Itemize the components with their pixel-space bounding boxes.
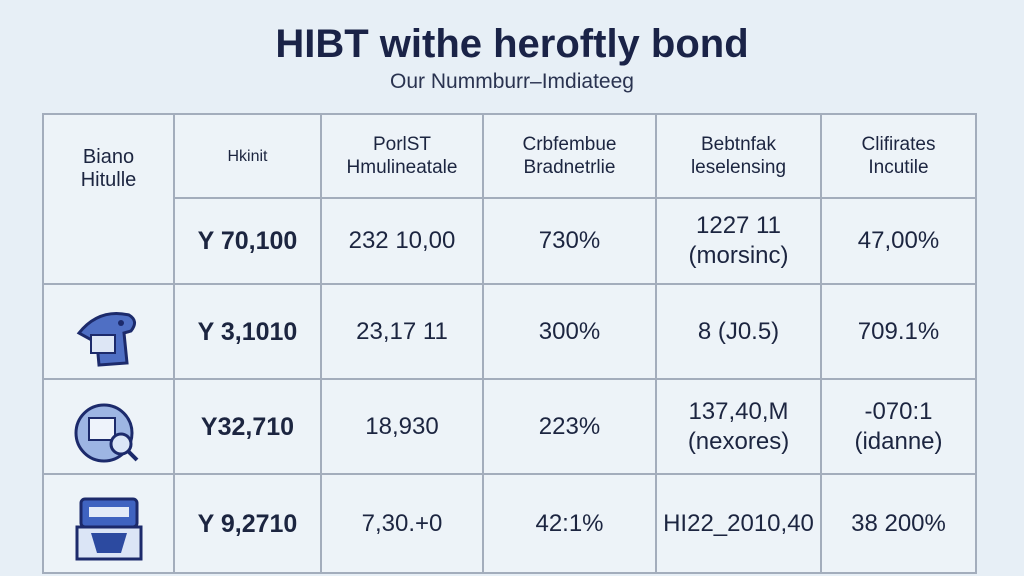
subtitle: Our Nummburr–Imdiateeg — [390, 70, 634, 93]
cell: Y 3,1010 — [173, 283, 322, 380]
icon-cell — [42, 283, 175, 380]
cell: Y 70,100 — [173, 197, 322, 285]
icon-printer — [75, 497, 142, 561]
cell: Y32,710 — [173, 378, 322, 475]
cell: Y 9,2710 — [173, 473, 322, 574]
column-header: Clifirates Incutile — [820, 113, 977, 199]
icon-magnifier — [74, 403, 138, 463]
cell: 1227 11 (morsinc) — [655, 197, 822, 285]
cell: 42:1% — [482, 473, 657, 574]
icon-bird — [76, 312, 136, 367]
column-header: Bebtnfak leselensing — [655, 113, 822, 199]
cell: 232 10,00 — [320, 197, 484, 285]
icon-cell — [42, 378, 175, 475]
icon-cell — [42, 473, 175, 574]
cell: 38 200% — [820, 473, 977, 574]
column-header: Crbfembue Bradnetrlie — [482, 113, 657, 199]
column-header: PorlST Hmulineatale — [320, 113, 484, 199]
table: Biano Hitulle Hkinit PorlST Hmulineatale… — [42, 113, 977, 574]
column-header: Hkinit — [173, 113, 322, 199]
cell: HI22_2010,40 — [655, 473, 822, 574]
cell: 47,00% — [820, 197, 977, 285]
cell: 223% — [482, 378, 657, 475]
title: HIBT withe heroftly bond — [275, 22, 749, 66]
corner-cell: Biano Hitulle — [42, 113, 175, 285]
cell: 137,40,M (nexores) — [655, 378, 822, 475]
cell: 8 (J0.5) — [655, 283, 822, 380]
cell: 709.1% — [820, 283, 977, 380]
cell: 7,30.+0 — [320, 473, 484, 574]
cell: 730% — [482, 197, 657, 285]
cell: -070:1 (idanne) — [820, 378, 977, 475]
cell: 23,17 11 — [320, 283, 484, 380]
cell: 18,930 — [320, 378, 484, 475]
cell: 300% — [482, 283, 657, 380]
